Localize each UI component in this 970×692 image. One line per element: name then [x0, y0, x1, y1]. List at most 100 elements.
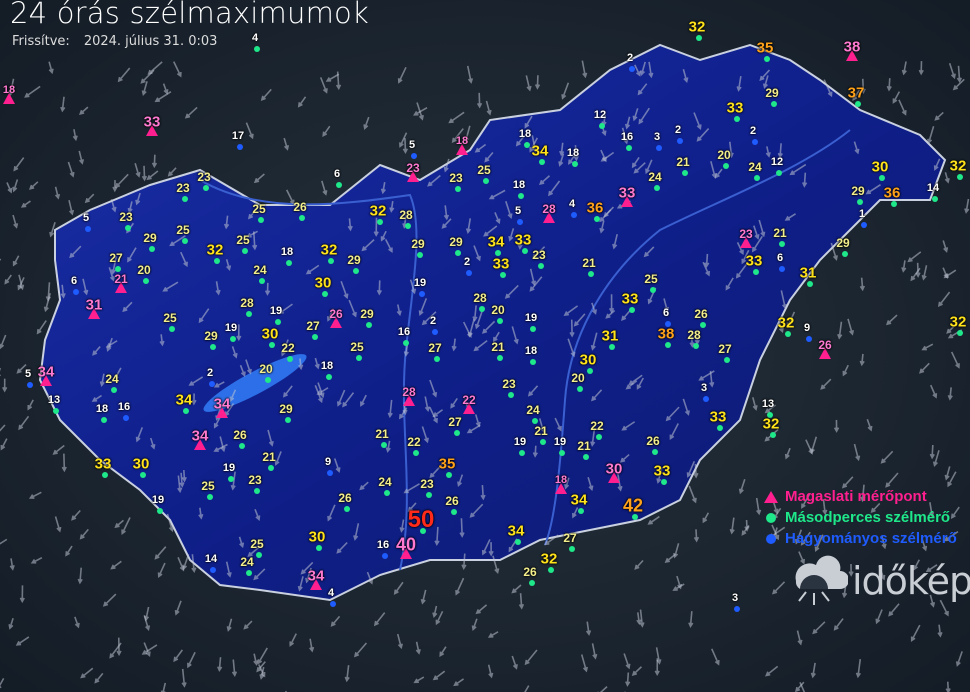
- station-marker[interactable]: [508, 392, 514, 398]
- station-marker[interactable]: [629, 66, 635, 72]
- altitude-station-marker[interactable]: [88, 308, 100, 319]
- station-marker[interactable]: [857, 199, 863, 205]
- station-marker[interactable]: [957, 330, 963, 336]
- station-marker[interactable]: [661, 479, 667, 485]
- station-marker[interactable]: [753, 269, 759, 275]
- station-marker[interactable]: [344, 506, 350, 512]
- station-marker[interactable]: [724, 357, 730, 363]
- station-marker[interactable]: [734, 606, 740, 612]
- station-marker[interactable]: [381, 442, 387, 448]
- station-marker[interactable]: [776, 170, 782, 176]
- station-marker[interactable]: [328, 258, 334, 264]
- station-marker[interactable]: [957, 174, 963, 180]
- station-marker[interactable]: [855, 101, 861, 107]
- station-marker[interactable]: [594, 216, 600, 222]
- station-marker[interactable]: [779, 241, 785, 247]
- station-marker[interactable]: [466, 270, 472, 276]
- station-marker[interactable]: [522, 248, 528, 254]
- station-marker[interactable]: [287, 356, 293, 362]
- altitude-station-marker[interactable]: [194, 439, 206, 450]
- altitude-station-marker[interactable]: [608, 472, 620, 483]
- station-marker[interactable]: [807, 281, 813, 287]
- station-marker[interactable]: [417, 252, 423, 258]
- altitude-station-marker[interactable]: [330, 317, 342, 328]
- station-marker[interactable]: [682, 170, 688, 176]
- station-marker[interactable]: [703, 396, 709, 402]
- station-marker[interactable]: [588, 271, 594, 277]
- station-marker[interactable]: [140, 472, 146, 478]
- altitude-station-marker[interactable]: [463, 403, 475, 414]
- station-marker[interactable]: [377, 219, 383, 225]
- station-marker[interactable]: [723, 163, 729, 169]
- station-marker[interactable]: [451, 509, 457, 515]
- station-marker[interactable]: [891, 201, 897, 207]
- station-marker[interactable]: [230, 336, 236, 342]
- station-marker[interactable]: [530, 359, 536, 365]
- station-marker[interactable]: [149, 246, 155, 252]
- station-marker[interactable]: [207, 494, 213, 500]
- station-marker[interactable]: [299, 215, 305, 221]
- station-marker[interactable]: [405, 223, 411, 229]
- station-marker[interactable]: [677, 138, 683, 144]
- station-marker[interactable]: [413, 450, 419, 456]
- station-marker[interactable]: [700, 322, 706, 328]
- altitude-station-marker[interactable]: [310, 579, 322, 590]
- altitude-station-marker[interactable]: [543, 212, 555, 223]
- station-marker[interactable]: [111, 387, 117, 393]
- station-marker[interactable]: [254, 488, 260, 494]
- station-marker[interactable]: [327, 470, 333, 476]
- station-marker[interactable]: [532, 418, 538, 424]
- station-marker[interactable]: [540, 439, 546, 445]
- station-marker[interactable]: [239, 443, 245, 449]
- station-marker[interactable]: [529, 580, 535, 586]
- station-marker[interactable]: [366, 322, 372, 328]
- altitude-station-marker[interactable]: [621, 196, 633, 207]
- station-marker[interactable]: [652, 449, 658, 455]
- station-marker[interactable]: [182, 238, 188, 244]
- altitude-station-marker[interactable]: [846, 50, 858, 61]
- station-marker[interactable]: [432, 329, 438, 335]
- station-marker[interactable]: [169, 326, 175, 332]
- altitude-station-marker[interactable]: [819, 348, 831, 359]
- station-marker[interactable]: [596, 434, 602, 440]
- station-marker[interactable]: [312, 334, 318, 340]
- station-marker[interactable]: [696, 35, 702, 41]
- station-marker[interactable]: [336, 182, 342, 188]
- station-marker[interactable]: [403, 340, 409, 346]
- station-marker[interactable]: [524, 142, 530, 148]
- station-marker[interactable]: [326, 374, 332, 380]
- station-marker[interactable]: [322, 291, 328, 297]
- station-marker[interactable]: [455, 186, 461, 192]
- altitude-station-marker[interactable]: [456, 144, 468, 155]
- station-marker[interactable]: [426, 492, 432, 498]
- station-marker[interactable]: [572, 161, 578, 167]
- station-marker[interactable]: [806, 336, 812, 342]
- station-marker[interactable]: [246, 311, 252, 317]
- station-marker[interactable]: [538, 263, 544, 269]
- station-marker[interactable]: [27, 382, 33, 388]
- station-marker[interactable]: [479, 306, 485, 312]
- station-marker[interactable]: [577, 386, 583, 392]
- station-marker[interactable]: [665, 342, 671, 348]
- station-marker[interactable]: [455, 250, 461, 256]
- station-marker[interactable]: [286, 260, 292, 266]
- station-marker[interactable]: [446, 472, 452, 478]
- station-marker[interactable]: [275, 319, 281, 325]
- station-marker[interactable]: [519, 450, 525, 456]
- station-marker[interactable]: [246, 570, 252, 576]
- station-marker[interactable]: [599, 123, 605, 129]
- station-marker[interactable]: [210, 344, 216, 350]
- station-marker[interactable]: [785, 331, 791, 337]
- altitude-station-marker[interactable]: [146, 125, 158, 136]
- station-marker[interactable]: [767, 412, 773, 418]
- station-marker[interactable]: [419, 291, 425, 297]
- altitude-station-marker[interactable]: [555, 483, 567, 494]
- station-marker[interactable]: [143, 278, 149, 284]
- station-marker[interactable]: [571, 212, 577, 218]
- station-marker[interactable]: [754, 175, 760, 181]
- station-marker[interactable]: [384, 490, 390, 496]
- station-marker[interactable]: [497, 355, 503, 361]
- altitude-station-marker[interactable]: [400, 548, 412, 559]
- station-marker[interactable]: [316, 545, 322, 551]
